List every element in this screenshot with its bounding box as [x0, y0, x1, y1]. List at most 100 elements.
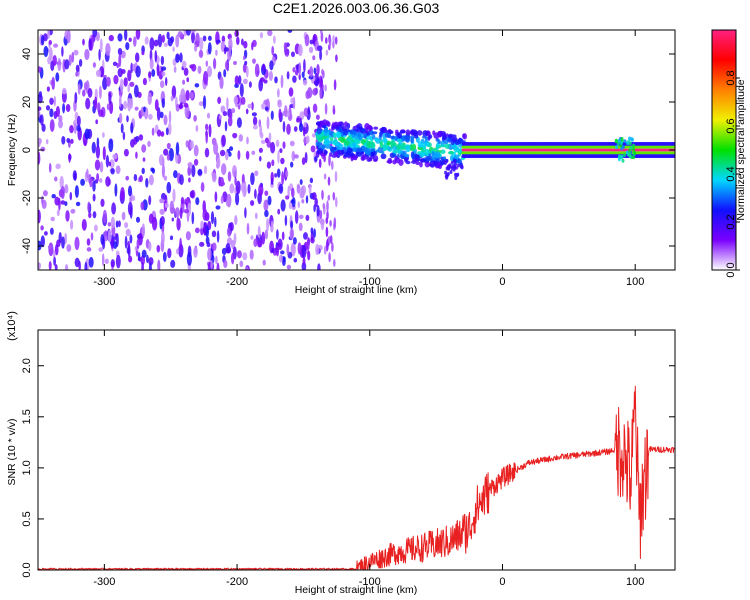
spectrogram-cell: [241, 38, 244, 46]
spectrogram-cell: [266, 116, 270, 130]
spectrogram-cell: [398, 159, 404, 166]
spectrogram-cell: [313, 228, 316, 238]
spectrogram-cell: [277, 88, 280, 98]
spectrogram-cell: [149, 57, 154, 70]
spectrogram-cell: [305, 195, 309, 204]
spectrogram-cell: [252, 58, 256, 64]
spectrogram-cell: [156, 244, 161, 253]
spectrogram-cell: [352, 142, 356, 148]
spectrogram-cell: [207, 42, 212, 55]
spectrogram-cell: [249, 249, 254, 260]
spectrogram-cell: [92, 211, 97, 219]
spectrogram-cell: [106, 103, 110, 111]
spectrogram-cell: [173, 66, 177, 73]
spectrogram-cell: [366, 135, 372, 140]
spectrogram-cell: [298, 73, 301, 81]
spectrogram-cell: [322, 124, 327, 129]
spectrogram-cell: [449, 170, 453, 174]
spectrogram-cell: [340, 149, 345, 155]
spectrogram-cell: [298, 222, 303, 232]
spectrogram-cell: [208, 123, 212, 138]
spectrogram-cell: [275, 244, 280, 257]
spectrogram-cell: [319, 89, 323, 100]
spectrogram-cell: [310, 227, 314, 234]
spectrogram-cell: [263, 199, 269, 212]
spectrogram-cell: [258, 79, 264, 92]
spectrogram-cell: [200, 226, 204, 236]
spectrogram-cell: [447, 166, 451, 171]
spectrogram-cell: [218, 114, 223, 120]
spectrogram-cell: [110, 168, 115, 175]
spectrogram-cell: [236, 36, 240, 45]
spectrogram-cell: [182, 79, 186, 85]
spectrogram-cell: [197, 169, 203, 176]
spectrogram-cell: [135, 30, 141, 40]
spectrogram-cell: [273, 35, 276, 44]
spectrogram-cell: [187, 202, 192, 217]
spectrogram-cell: [282, 121, 286, 133]
spectrogram-cell: [312, 88, 318, 96]
spectrogram-cell: [346, 122, 351, 129]
spectrogram-cell: [266, 217, 270, 232]
spectrogram-cell: [169, 200, 175, 214]
spectrogram-cell: [147, 140, 151, 148]
spectrogram-cell: [54, 244, 59, 256]
x-tick-label: 100: [626, 576, 644, 588]
spectrogram-cell: [114, 183, 118, 197]
spectrogram-cell: [394, 155, 398, 161]
spectrogram-cell: [72, 170, 77, 181]
spectrogram-cell: [399, 143, 406, 150]
spectrogram-cell: [105, 154, 110, 168]
spectrogram-cell: [159, 198, 165, 204]
spectrogram-cell: [253, 238, 258, 248]
spectrogram-cell: [628, 141, 632, 146]
spectrogram-cell: [160, 55, 165, 66]
spectrogram-cell: [49, 119, 55, 132]
spectrogram-cell: [333, 259, 336, 267]
spectrogram-cell: [216, 262, 220, 270]
spectrogram-cell: [440, 149, 446, 155]
spectrogram-cell: [172, 188, 176, 203]
x-tick-label: -300: [93, 576, 115, 588]
spectrogram-cell: [246, 136, 249, 145]
spectrogram-cell: [332, 191, 336, 201]
spectrogram-cell: [203, 165, 208, 175]
spectrogram-cell: [260, 132, 264, 139]
spectrogram-cell: [191, 211, 195, 225]
spectrogram-cell: [53, 256, 57, 267]
spectrogram-marks: [38, 30, 675, 270]
spectrogram-cell: [82, 89, 86, 97]
spectrogram-cell: [317, 45, 323, 52]
spectrogram-cell: [270, 220, 274, 232]
spectrogram-cell: [46, 86, 51, 92]
spectrogram-cell: [251, 42, 254, 51]
spectrogram-cell: [419, 151, 426, 158]
spectrogram-cell: [51, 193, 56, 199]
spectrogram-cell: [119, 78, 124, 93]
spectrogram-cell: [392, 149, 397, 154]
spectrogram-cell: [53, 43, 59, 48]
spectrogram-cell: [247, 184, 251, 194]
spectrogram-cell: [324, 84, 327, 92]
spectrogram-cell: [76, 115, 81, 127]
spectrogram-cell: [161, 164, 165, 178]
spectrogram-cell: [322, 119, 328, 127]
spectrogram-cell: [224, 121, 228, 132]
spectrogram-cell: [167, 122, 172, 136]
spectrogram-cell: [107, 229, 112, 243]
spectrogram-cell: [305, 214, 310, 222]
spectrogram-cell: [100, 233, 105, 246]
spectrogram-cell: [333, 217, 337, 229]
spectrogram-cell: [55, 106, 60, 118]
snr-y-ticks: 0.0 0.5 1.0 1.5 2.0: [21, 358, 675, 578]
spectrogram-cell: [226, 97, 229, 111]
spectrogram-cell: [324, 103, 328, 115]
spectrogram-cell: [236, 117, 242, 128]
spectrogram-cell: [156, 107, 161, 121]
spectrogram-cell: [328, 252, 331, 263]
spectrogram-cell: [110, 216, 116, 229]
spectrogram-cell: [142, 157, 146, 162]
spectrogram-cell: [318, 158, 322, 169]
spectrogram-cell: [219, 149, 226, 157]
spectrogram-cell: [309, 66, 314, 78]
